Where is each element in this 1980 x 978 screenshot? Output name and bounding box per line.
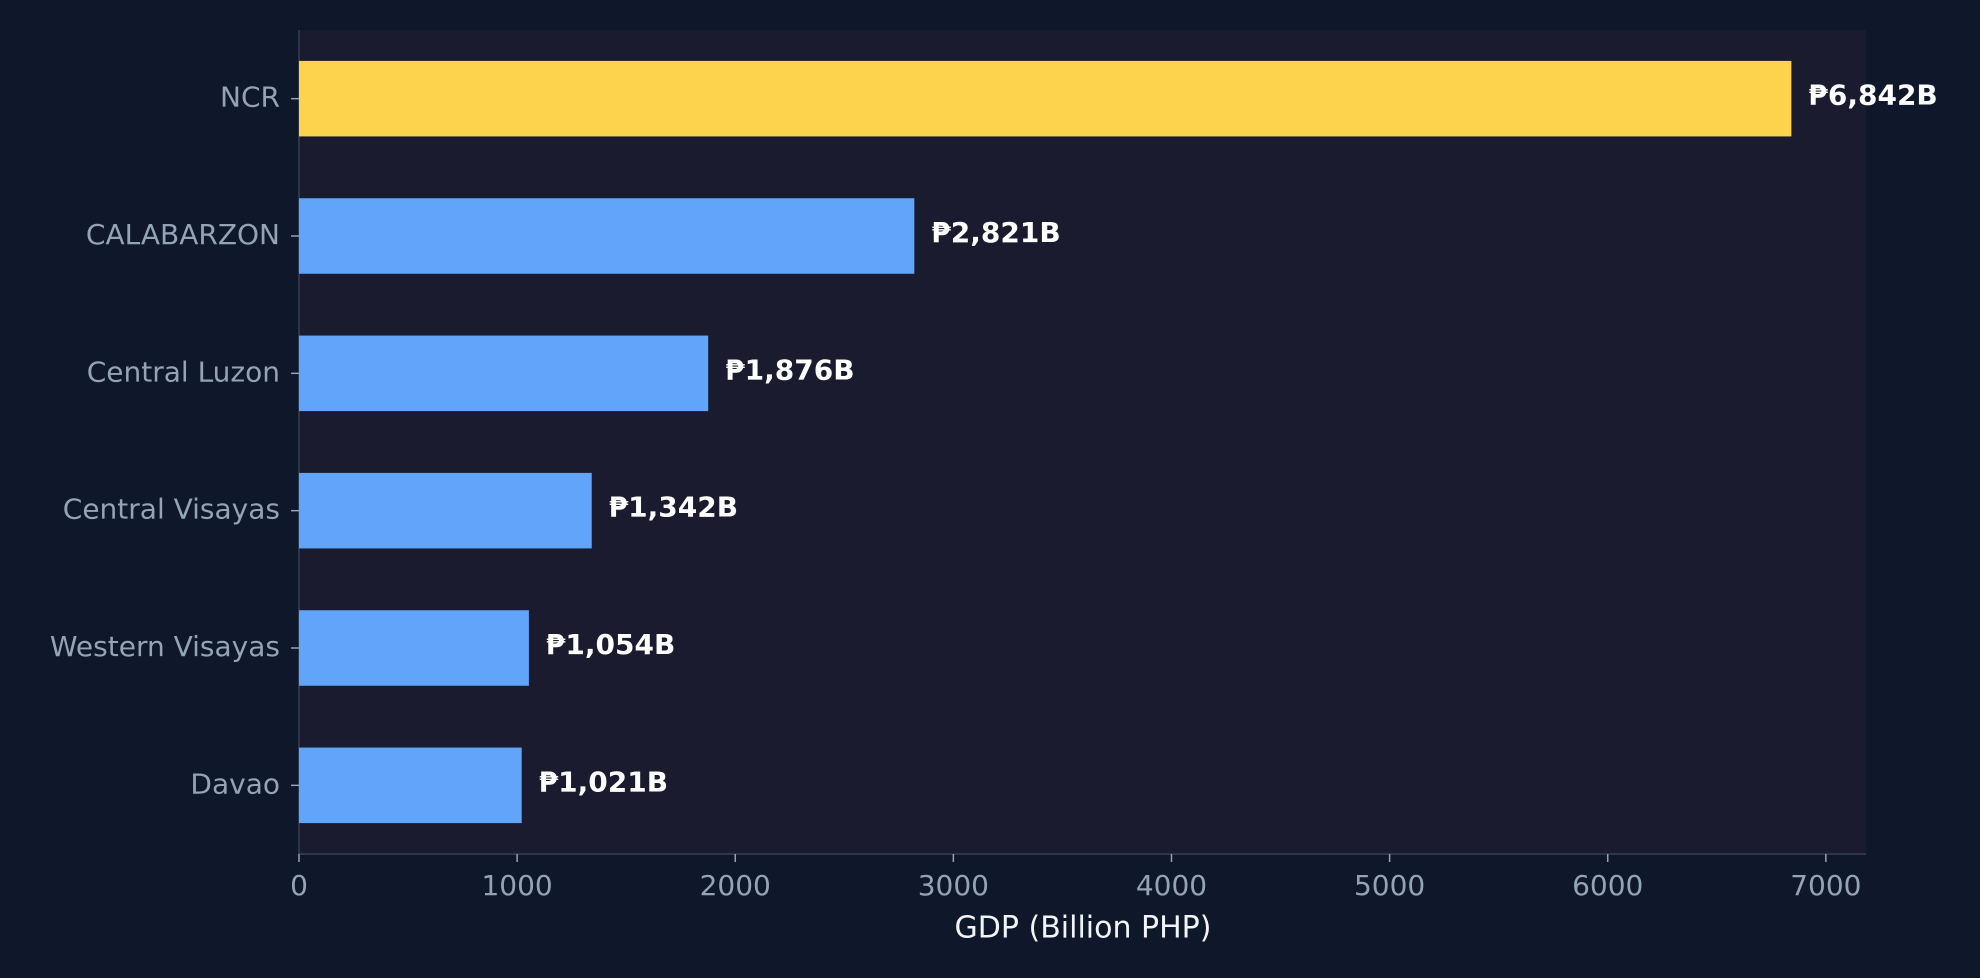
x-tick-label: 0 (290, 869, 308, 902)
x-axis-label: GDP (Billion PHP) (955, 911, 1212, 946)
x-tick-label: 4000 (1136, 869, 1207, 902)
x-tick-label: 6000 (1572, 869, 1643, 902)
value-label: ₱6,842B (1808, 79, 1937, 112)
value-label: ₱2,821B (931, 216, 1060, 249)
bar (299, 472, 592, 549)
x-tick-label: 3000 (918, 869, 989, 902)
bar (299, 198, 915, 274)
y-tick-label: CALABARZON (86, 218, 280, 251)
value-label: ₱1,876B (725, 353, 854, 386)
bar (299, 60, 1792, 137)
y-tick-label: Western Visayas (50, 630, 280, 663)
x-tick-label: 7000 (1790, 869, 1861, 902)
x-tick-label: 5000 (1354, 869, 1425, 902)
x-tick-label: 2000 (700, 869, 771, 902)
bar (299, 335, 709, 412)
y-tick-label: Davao (190, 767, 280, 800)
bar (299, 747, 522, 824)
y-tick-label: Central Luzon (87, 355, 280, 388)
bar (299, 610, 529, 686)
y-tick-label: Central Visayas (63, 493, 280, 526)
x-tick-label: 1000 (481, 869, 552, 902)
value-label: ₱1,054B (546, 628, 675, 661)
plot-area (299, 30, 1866, 854)
y-tick-label: NCR (220, 81, 280, 114)
value-label: ₱1,342B (609, 491, 738, 524)
value-label: ₱1,021B (539, 765, 668, 798)
